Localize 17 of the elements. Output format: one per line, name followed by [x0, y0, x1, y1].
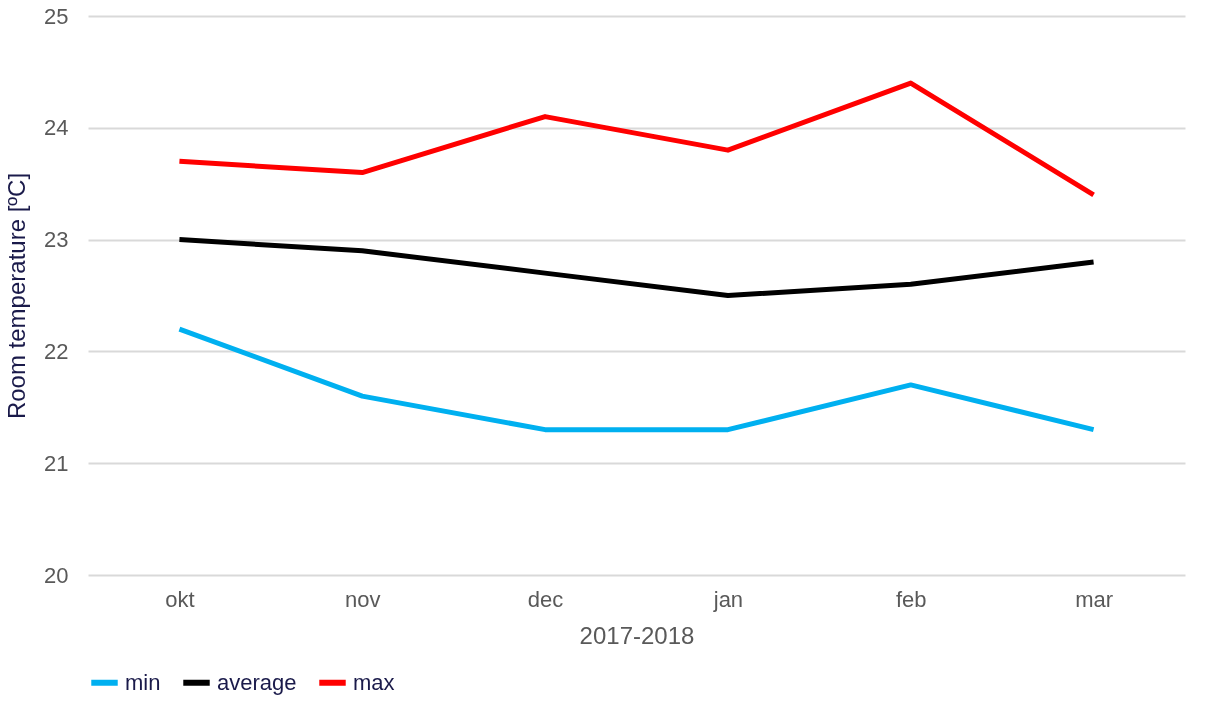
y-tick-label: 21	[44, 450, 69, 476]
y-tick-label: 20	[44, 562, 69, 588]
y-tick-label: 22	[44, 338, 69, 364]
y-tick-label: 25	[44, 3, 69, 29]
x-axis-title: 2017-2018	[579, 621, 695, 649]
legend-label: min	[125, 669, 161, 695]
x-tick-label: okt	[165, 586, 195, 612]
x-tick-label: mar	[1075, 586, 1114, 612]
x-tick-label: feb	[895, 586, 927, 612]
y-tick-label: 23	[44, 227, 69, 253]
legend-label: max	[353, 669, 395, 695]
x-tick-label: dec	[527, 586, 564, 612]
x-tick-label: jan	[712, 586, 744, 612]
y-axis-title: Room temperature [ºC]	[3, 172, 31, 420]
x-tick-label: nov	[345, 586, 381, 612]
y-tick-label: 24	[44, 115, 69, 141]
legend-label: average	[217, 669, 297, 695]
